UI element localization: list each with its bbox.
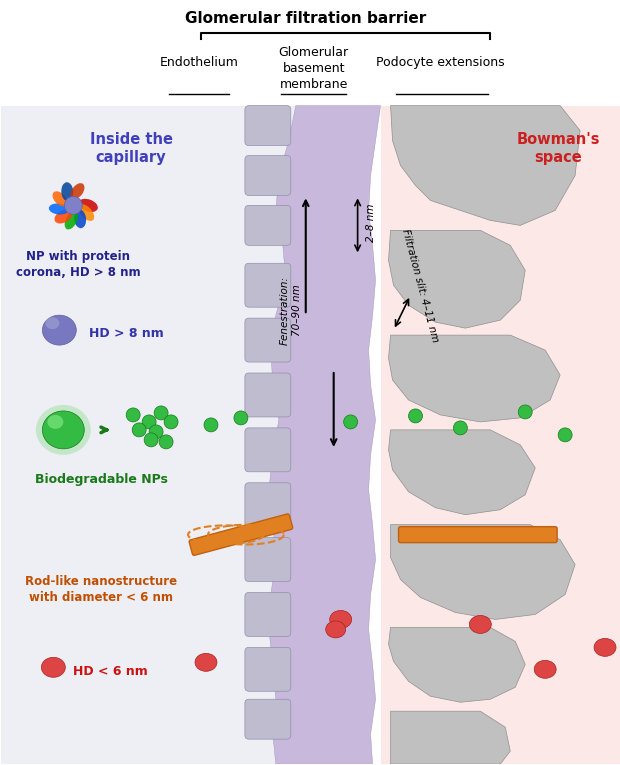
- Ellipse shape: [330, 610, 352, 628]
- FancyBboxPatch shape: [245, 699, 291, 739]
- Text: Podocyte extensions: Podocyte extensions: [376, 56, 505, 69]
- Ellipse shape: [79, 204, 94, 221]
- Ellipse shape: [42, 315, 76, 345]
- Polygon shape: [389, 430, 535, 515]
- Polygon shape: [389, 335, 560, 422]
- Circle shape: [142, 415, 156, 429]
- Ellipse shape: [55, 210, 72, 223]
- Circle shape: [154, 406, 168, 420]
- Ellipse shape: [49, 203, 69, 214]
- Circle shape: [558, 428, 572, 442]
- Polygon shape: [389, 627, 525, 702]
- Bar: [381, 106, 620, 764]
- Ellipse shape: [61, 182, 73, 201]
- FancyBboxPatch shape: [245, 155, 291, 195]
- Polygon shape: [391, 711, 510, 764]
- Circle shape: [149, 425, 163, 439]
- Polygon shape: [391, 525, 575, 620]
- Ellipse shape: [45, 317, 60, 329]
- FancyBboxPatch shape: [245, 593, 291, 636]
- Ellipse shape: [195, 653, 217, 672]
- Ellipse shape: [64, 211, 78, 230]
- Text: 2–8 nm: 2–8 nm: [366, 203, 376, 242]
- Text: Glomerular filtration barrier: Glomerular filtration barrier: [185, 11, 427, 26]
- FancyBboxPatch shape: [245, 263, 291, 308]
- Circle shape: [204, 418, 218, 432]
- Ellipse shape: [42, 657, 65, 677]
- Ellipse shape: [326, 621, 346, 638]
- Ellipse shape: [42, 411, 84, 449]
- FancyBboxPatch shape: [245, 428, 291, 472]
- Circle shape: [132, 423, 146, 437]
- Ellipse shape: [53, 191, 67, 207]
- Text: Rod-like nanostructure
with diameter < 6 nm: Rod-like nanostructure with diameter < 6…: [25, 575, 177, 604]
- FancyBboxPatch shape: [245, 538, 291, 581]
- Ellipse shape: [36, 405, 91, 455]
- Text: Inside the
capillary: Inside the capillary: [90, 132, 172, 165]
- Text: Biodegradable NPs: Biodegradable NPs: [35, 474, 167, 487]
- Ellipse shape: [79, 199, 98, 212]
- Circle shape: [453, 421, 467, 435]
- Text: HD < 6 nm: HD < 6 nm: [73, 665, 148, 678]
- FancyBboxPatch shape: [245, 206, 291, 246]
- FancyBboxPatch shape: [245, 318, 291, 362]
- Circle shape: [64, 197, 82, 214]
- FancyBboxPatch shape: [189, 514, 293, 555]
- Ellipse shape: [594, 638, 616, 656]
- Circle shape: [234, 411, 248, 425]
- Text: Fenestration:
70–90 nm: Fenestration: 70–90 nm: [280, 275, 301, 345]
- FancyBboxPatch shape: [245, 483, 291, 526]
- Circle shape: [164, 415, 178, 429]
- FancyBboxPatch shape: [399, 526, 557, 542]
- Circle shape: [518, 405, 532, 419]
- FancyBboxPatch shape: [245, 106, 291, 145]
- Text: Filtration slit: 4–11 nm: Filtration slit: 4–11 nm: [401, 227, 440, 343]
- Polygon shape: [269, 106, 381, 764]
- Bar: [1, 106, 296, 764]
- Ellipse shape: [469, 616, 491, 633]
- Ellipse shape: [74, 210, 86, 228]
- Text: Bowman's
space: Bowman's space: [516, 132, 600, 165]
- Ellipse shape: [71, 183, 84, 199]
- FancyBboxPatch shape: [245, 647, 291, 692]
- Circle shape: [409, 409, 422, 423]
- FancyBboxPatch shape: [245, 373, 291, 417]
- Circle shape: [144, 433, 158, 447]
- Text: Endothelium: Endothelium: [159, 56, 239, 69]
- Polygon shape: [389, 230, 525, 328]
- Text: NP with protein
corona, HD > 8 nm: NP with protein corona, HD > 8 nm: [16, 250, 141, 279]
- Ellipse shape: [534, 660, 556, 679]
- Text: HD > 8 nm: HD > 8 nm: [89, 327, 164, 340]
- Circle shape: [126, 408, 140, 422]
- Polygon shape: [391, 106, 580, 226]
- Circle shape: [159, 435, 173, 449]
- Ellipse shape: [47, 415, 63, 429]
- Circle shape: [343, 415, 358, 429]
- Text: Glomerular
basement
membrane: Glomerular basement membrane: [278, 46, 349, 91]
